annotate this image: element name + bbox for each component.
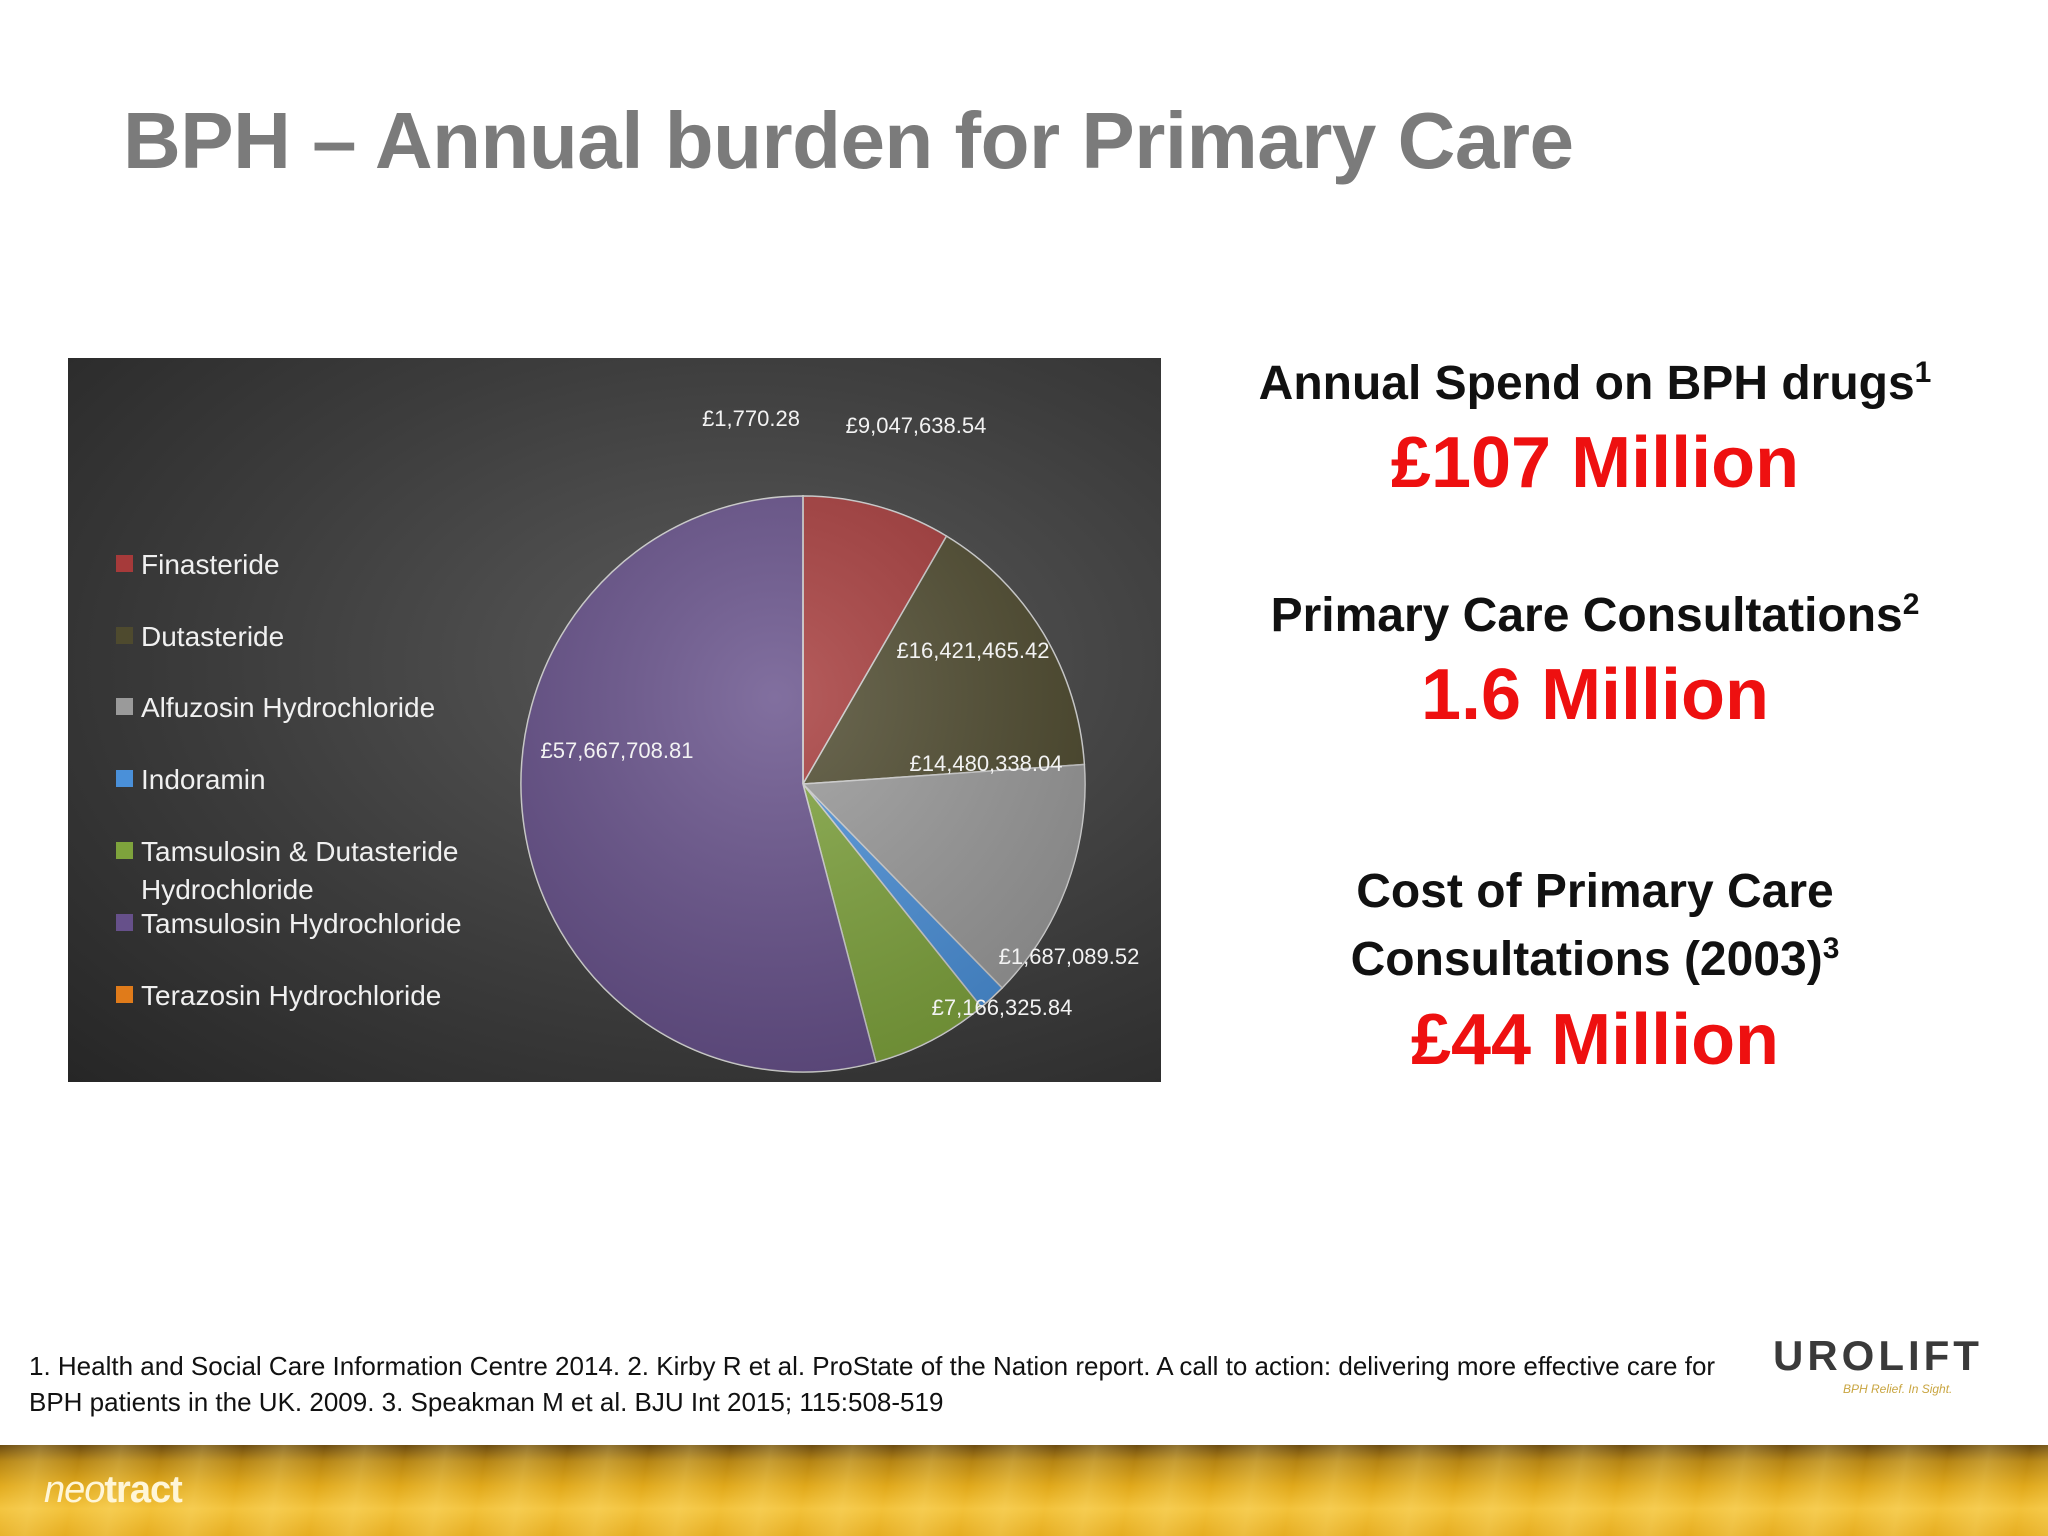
pie-chart-panel: £9,047,638.54 £16,421,465.42 £14,480,338.0… [68, 358, 1161, 1082]
pie-sheen [521, 496, 1085, 1072]
data-label-dutasteride: £16,421,465.42 [897, 638, 1050, 663]
stat-value-drug-spend: £107 Million [1390, 423, 1800, 503]
legend-swatch [116, 914, 133, 931]
legend-swatch [116, 842, 133, 859]
data-label-finasteride: £9,047,638.54 [846, 413, 987, 438]
neotract-logo: neotract [44, 1469, 183, 1511]
footer-decoration [0, 1445, 2048, 1536]
references: 1. Health and Social Care Information Ce… [29, 1351, 1716, 1417]
pie-chart: £9,047,638.54 £16,421,465.42 £14,480,338.0… [520, 406, 1140, 1073]
legend-label: Finasteride [141, 549, 280, 580]
stat-label-consultations: Primary Care Consultations2 [1270, 588, 1920, 642]
stat-label-consultation-cost-line1: Cost of Primary Care [1356, 865, 1834, 918]
data-label-terazosin-hydrochloride: £1,770.28 [702, 406, 800, 431]
data-label-tamsulosin-dutasteride-hydrochloride: £7,166,325.84 [932, 995, 1073, 1020]
legend-swatch [116, 770, 133, 787]
urolift-logo-tagline: BPH Relief. In Sight. [1843, 1382, 1953, 1396]
stat-value-consultations: 1.6 Million [1420, 655, 1770, 735]
data-label-indoramin: £1,687,089.52 [999, 944, 1140, 969]
legend-label: Dutasteride [141, 621, 285, 652]
legend-swatch [116, 698, 133, 715]
footer-band: neotract [0, 1445, 2048, 1536]
stat-value-consultation-cost: £44 Million [1410, 1000, 1780, 1080]
stat-label-consultation-cost-line2: Consultations (2003)3 [1350, 932, 1840, 986]
urolift-logo-word: UROLIFT [1773, 1332, 1983, 1379]
legend-label: Terazosin Hydrochloride [141, 980, 442, 1011]
legend-label: Alfuzosin Hydrochloride [141, 692, 436, 723]
legend-label: Indoramin [141, 764, 266, 795]
legend-swatch [116, 627, 133, 644]
legend-swatch [116, 555, 133, 572]
data-label-alfuzosin-hydrochloride: £14,480,338.04 [910, 751, 1063, 776]
slide-title: BPH – Annual burden for Primary Care [123, 96, 1574, 185]
legend-swatch [116, 986, 133, 1003]
urolift-logo: UROLIFT BPH Relief. In Sight. [1773, 1332, 1979, 1402]
data-label-tamsulosin-hydrochloride: £57,667,708.81 [541, 738, 694, 763]
legend-label: Tamsulosin & Dutasteride Hydrochloride [141, 836, 459, 905]
stat-label-drug-spend: Annual Spend on BPH drugs1 [1258, 356, 1932, 410]
legend-label: Tamsulosin Hydrochloride [141, 908, 462, 939]
